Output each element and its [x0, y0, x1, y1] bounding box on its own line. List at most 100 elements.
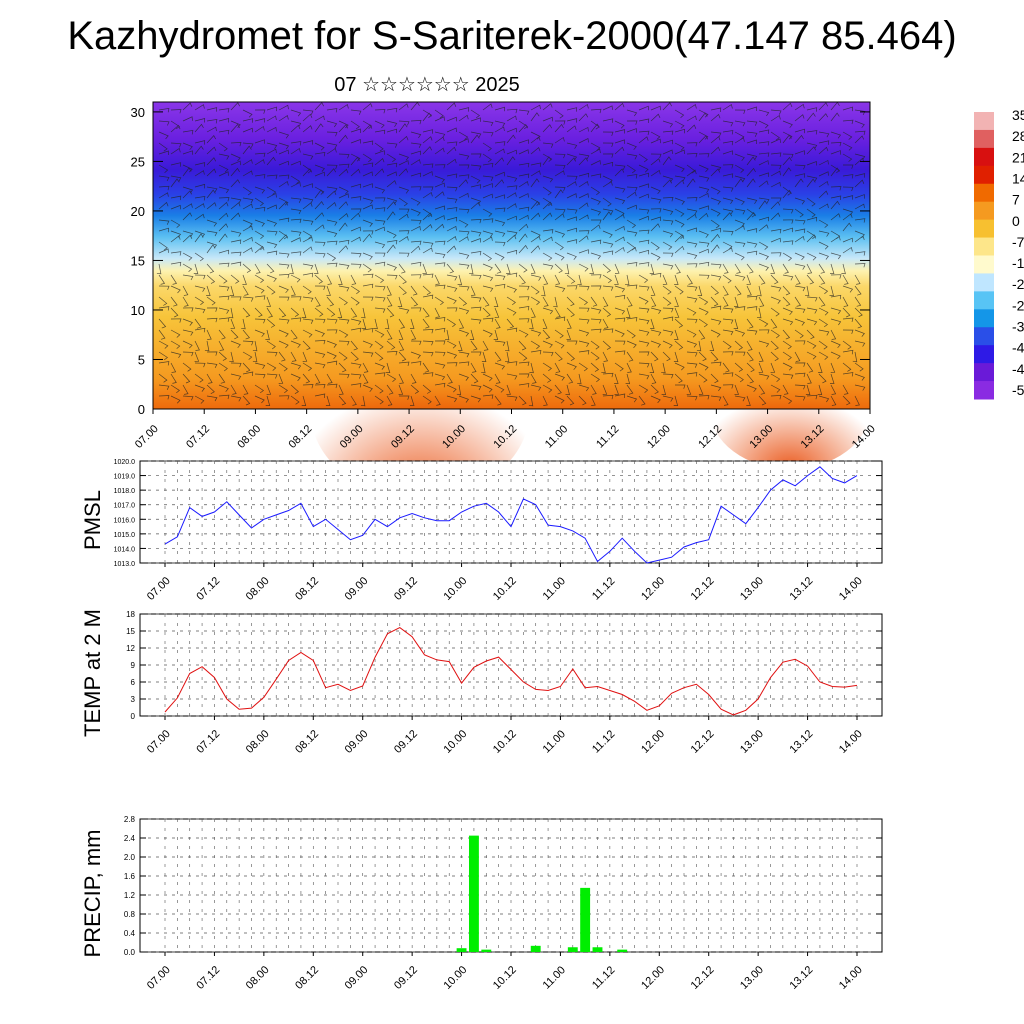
wind-barb: [590, 173, 602, 178]
wind-barb: [756, 307, 762, 319]
wind-barb: [829, 373, 835, 384]
wind-barb: [302, 202, 313, 210]
wind-barb: [482, 274, 494, 282]
wind-barb: [614, 274, 619, 285]
wind-barb: [554, 208, 566, 214]
wind-barb: [542, 212, 553, 221]
wind-barb: [278, 274, 290, 279]
y-tick-label: 1.2: [124, 891, 136, 900]
wind-barb: [314, 329, 325, 337]
wind-barb: [782, 351, 792, 361]
wind-barb: [698, 351, 707, 362]
wind-barb: [158, 227, 169, 233]
wind-barb: [290, 147, 301, 155]
wind-barb: [302, 272, 314, 278]
wind-barb: [746, 197, 758, 204]
wind-barb: [374, 372, 386, 377]
wind-barb: [650, 272, 662, 278]
wind-barb: [854, 157, 865, 166]
wind-barb: [410, 261, 422, 267]
wind-barb: [518, 395, 527, 406]
wind-barb: [626, 109, 638, 117]
wind-barb: [771, 197, 782, 202]
wind-barb: [290, 109, 302, 117]
wind-barb: [266, 384, 272, 395]
wind-barb: [842, 372, 854, 377]
wind-barb: [686, 227, 697, 233]
wind-barb: [554, 109, 564, 119]
wind-barb: [733, 296, 739, 307]
y-tick-label: 15: [126, 627, 135, 636]
y-tick-label: 18: [126, 610, 135, 619]
wind-barb: [158, 329, 166, 340]
wind-barb: [290, 160, 301, 166]
colorbar-label: -28: [1012, 297, 1024, 313]
wind-barb: [698, 175, 710, 182]
wind-barb: [566, 373, 574, 384]
wind-barb: [578, 395, 587, 406]
wind-barb: [710, 285, 720, 296]
wind-barb: [506, 215, 517, 221]
wind-barb: [794, 228, 806, 234]
wind-barb: [302, 140, 314, 145]
wind-barb: [638, 193, 649, 199]
wind-barb: [422, 191, 433, 199]
wind-barb: [758, 395, 767, 406]
wind-barb: [770, 296, 781, 304]
wind-barb: [422, 307, 430, 318]
wind-barb: [566, 208, 578, 214]
wind-barb: [170, 195, 182, 201]
wind-barb: [362, 183, 373, 188]
wind-barb: [386, 171, 397, 177]
wind-barb: [218, 262, 230, 268]
wind-barb: [446, 173, 458, 178]
wind-barb: [542, 201, 553, 210]
wind-barb: [566, 181, 577, 188]
wind-barb: [854, 263, 866, 268]
wind-barb: [266, 274, 277, 283]
wind-barb: [470, 175, 481, 184]
wind-barb: [350, 208, 362, 213]
wind-barb: [709, 340, 715, 351]
wind-barb: [518, 340, 527, 351]
wind-barb: [434, 215, 445, 221]
wind-barb: [542, 351, 554, 357]
wind-barb: [434, 373, 446, 381]
wind-barb: [758, 329, 770, 334]
wind-barb: [782, 131, 793, 140]
wind-barb: [326, 120, 338, 128]
wind-barb: [194, 307, 206, 314]
wind-barb: [758, 141, 770, 146]
wind-barb: [182, 164, 193, 173]
wind-barb: [422, 318, 430, 329]
wind-barb: [302, 340, 311, 351]
wind-barb: [350, 252, 362, 258]
wind-barb: [506, 373, 518, 380]
wind-barb: [278, 230, 288, 240]
wind-barb: [553, 296, 558, 308]
wind-barb: [554, 252, 565, 261]
wind-barb: [398, 274, 407, 285]
wind-barb: [710, 318, 722, 325]
wind-barb: [254, 109, 266, 114]
wind-barb: [590, 208, 602, 216]
wind-barb: [830, 200, 840, 210]
wind-barb: [674, 175, 686, 182]
wind-barb: [722, 263, 729, 274]
wind-barb: [710, 305, 722, 311]
wind-barb: [638, 274, 649, 283]
wind-barb: [758, 216, 769, 222]
colorbar-label: -7: [1012, 234, 1024, 250]
wind-barb: [734, 263, 741, 274]
wind-barb: [602, 285, 614, 291]
wind-barb: [602, 161, 614, 167]
colorbar-label: -42: [1012, 340, 1024, 356]
wind-barb: [374, 351, 384, 361]
wind-barb: [757, 285, 762, 297]
wind-barb: [158, 192, 169, 199]
x-tick-label: 08.00: [244, 964, 272, 992]
wind-barb: [698, 230, 709, 238]
wind-barb: [314, 373, 321, 384]
wind-barb: [278, 115, 289, 122]
wind-barb: [674, 109, 685, 118]
